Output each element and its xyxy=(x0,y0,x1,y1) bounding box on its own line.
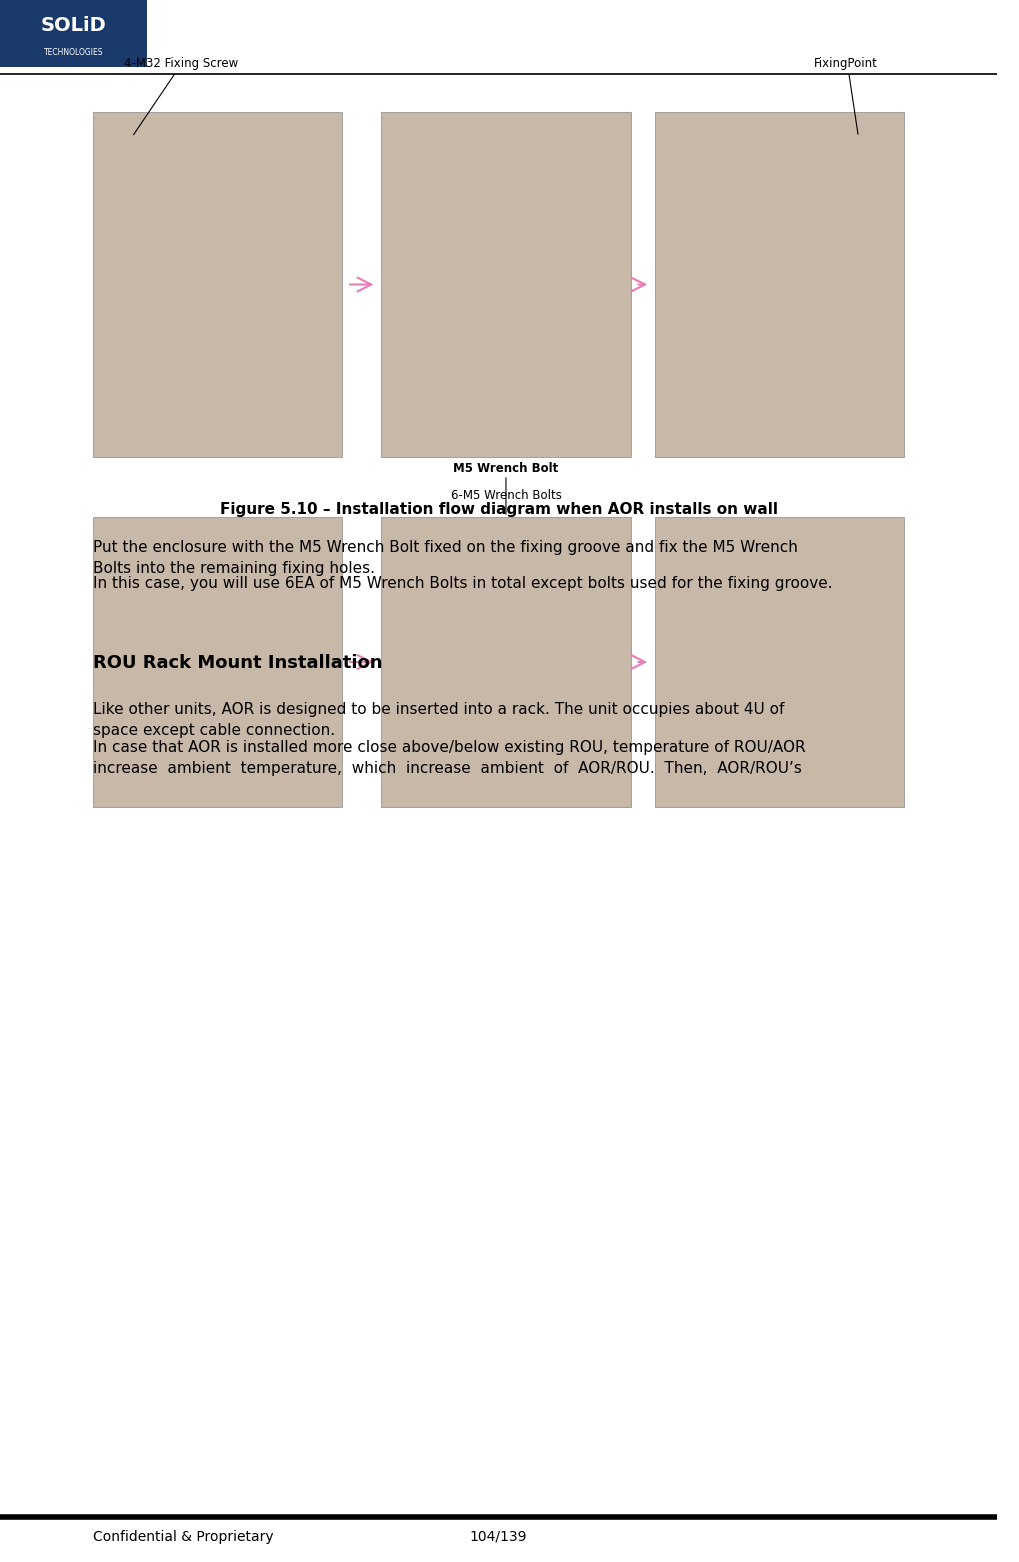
Bar xyxy=(654,517,904,808)
Text: Put the enclosure with the M5 Wrench Bolt fixed on the fixing groove and fix the: Put the enclosure with the M5 Wrench Bol… xyxy=(93,540,797,576)
Bar xyxy=(93,112,341,458)
Text: SOLiD: SOLiD xyxy=(41,16,106,34)
Bar xyxy=(381,112,630,458)
Text: ROU Rack Mount Installation: ROU Rack Mount Installation xyxy=(93,654,382,672)
Text: 4-M32 Fixing Screw: 4-M32 Fixing Screw xyxy=(123,56,237,70)
Text: Figure 5.10 – Installation flow diagram when AOR installs on wall: Figure 5.10 – Installation flow diagram … xyxy=(219,501,776,517)
Bar xyxy=(381,517,630,808)
Text: Like other units, AOR is designed to be inserted into a rack. The unit occupies : Like other units, AOR is designed to be … xyxy=(93,701,784,737)
Bar xyxy=(654,112,904,458)
Bar xyxy=(93,517,341,808)
Text: M5 Wrench Bolt: M5 Wrench Bolt xyxy=(452,462,558,475)
Text: FixingPoint: FixingPoint xyxy=(813,56,876,70)
Text: 104/139: 104/139 xyxy=(470,1531,527,1543)
Text: In this case, you will use 6EA of M5 Wrench Bolts in total except bolts used for: In this case, you will use 6EA of M5 Wre… xyxy=(93,576,832,590)
Text: 6-M5 Wrench Bolts: 6-M5 Wrench Bolts xyxy=(450,489,560,501)
Text: Confidential & Proprietary: Confidential & Proprietary xyxy=(93,1531,273,1543)
Bar xyxy=(0,0,147,67)
Text: TECHNOLOGIES: TECHNOLOGIES xyxy=(44,48,103,56)
Text: In case that AOR is installed more close above/below existing ROU, temperature o: In case that AOR is installed more close… xyxy=(93,740,805,776)
